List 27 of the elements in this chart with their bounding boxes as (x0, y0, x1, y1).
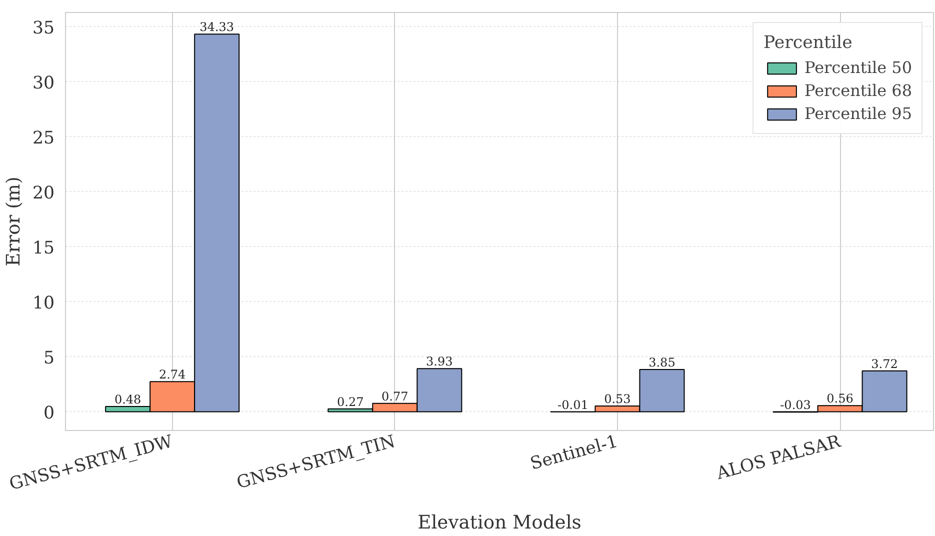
y-axis-title: Error (m) (3, 176, 24, 266)
data-label: 34.33 (200, 20, 234, 34)
y-tick-label: 35 (32, 18, 55, 38)
y-tick-label: 20 (32, 183, 55, 204)
data-label: 0.77 (382, 389, 408, 404)
data-label: -0.03 (780, 398, 811, 412)
y-tick-label: 25 (32, 128, 55, 148)
data-label: 3.85 (648, 355, 676, 370)
data-label: 2.74 (158, 368, 186, 382)
legend-label: Percentile 95 (804, 104, 912, 123)
data-label: 0.56 (826, 392, 854, 406)
data-label: 3.72 (871, 356, 898, 371)
y-tick-label: 15 (32, 238, 55, 258)
x-tick-label: ALOS PALSAR (714, 432, 844, 484)
legend-title: Percentile (764, 33, 854, 53)
data-label: 0.27 (337, 394, 364, 409)
y-tick-label: 0 (43, 403, 55, 424)
legend-label: Percentile 50 (804, 58, 912, 77)
y-tick-label: 5 (43, 348, 55, 368)
legend-label: Percentile 68 (804, 81, 912, 100)
data-label: 0.48 (114, 392, 142, 407)
y-tick-label: 30 (32, 73, 55, 94)
data-label: 0.53 (604, 392, 631, 406)
data-label: 3.93 (426, 354, 453, 369)
y-tick-label: 10 (32, 293, 55, 314)
data-label: -0.01 (558, 398, 588, 412)
x-axis-title: Elevation Models (418, 512, 582, 534)
